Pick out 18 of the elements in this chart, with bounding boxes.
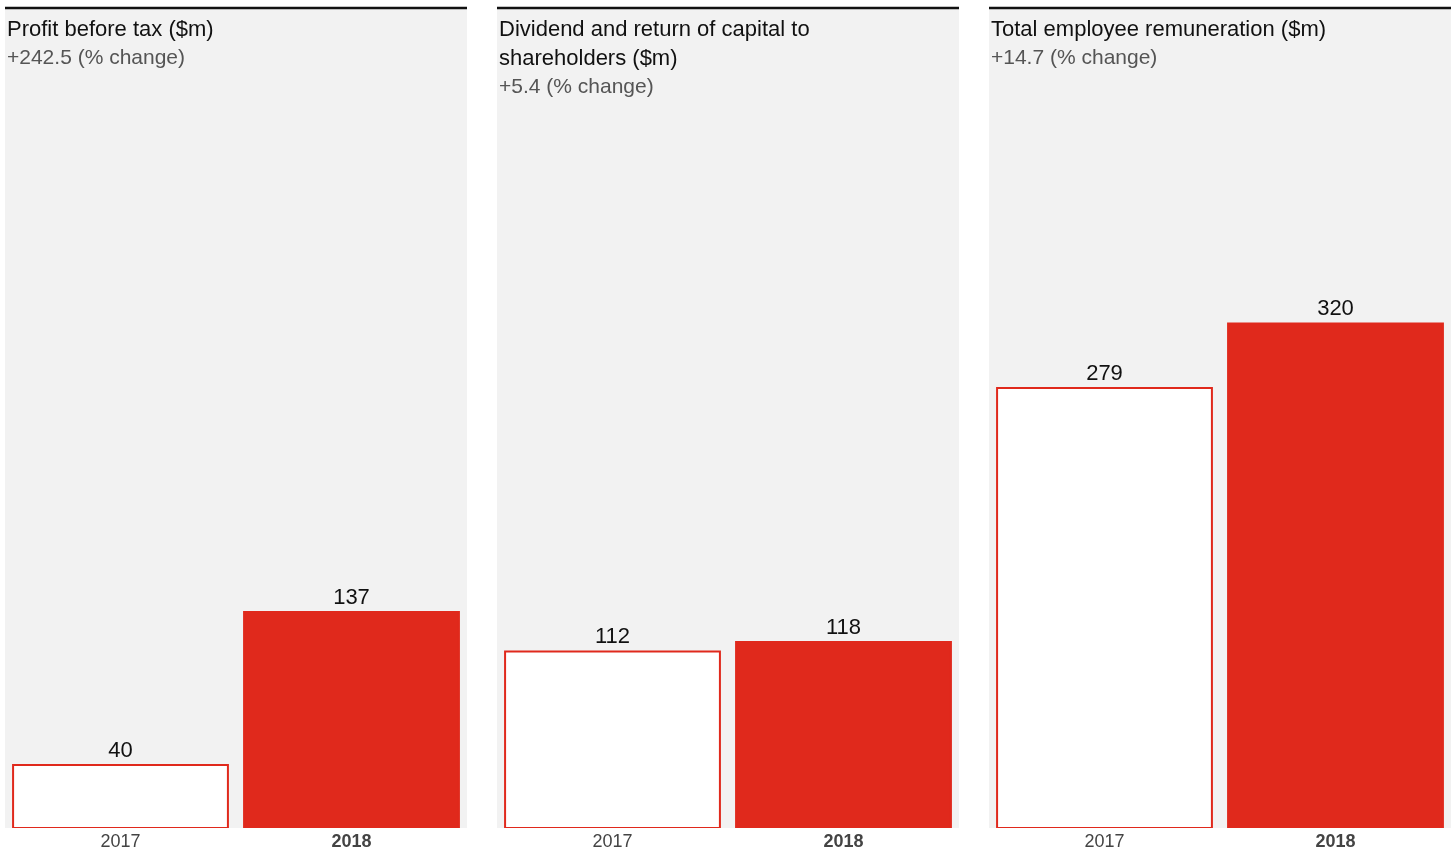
- text: +14.7 (% change): [991, 45, 1158, 68]
- x-tick-label: 2018: [1315, 831, 1356, 851]
- x-tick-label: 2017: [1084, 831, 1125, 851]
- x-tick-label: 2018: [823, 831, 864, 851]
- text: Dividend and return of capital to shareholders ($m): [499, 16, 810, 70]
- data-label: 137: [333, 583, 370, 609]
- chart-title: Profit before tax ($m): [7, 16, 214, 41]
- data-label: 40: [108, 736, 133, 762]
- x-tick-label: 2018: [331, 831, 372, 851]
- text: +242.5 (% change): [7, 45, 186, 68]
- data-label: 320: [1317, 295, 1354, 321]
- x-tick-label: 2017: [100, 831, 141, 851]
- data-label: 118: [825, 613, 862, 639]
- chart-title: Total employee remuneration ($m): [991, 16, 1327, 41]
- x-tick-label: 2017: [592, 831, 633, 851]
- data-label: 279: [1086, 360, 1123, 386]
- text: +5.4 (% change): [499, 74, 654, 97]
- data-label: 112: [594, 623, 631, 649]
